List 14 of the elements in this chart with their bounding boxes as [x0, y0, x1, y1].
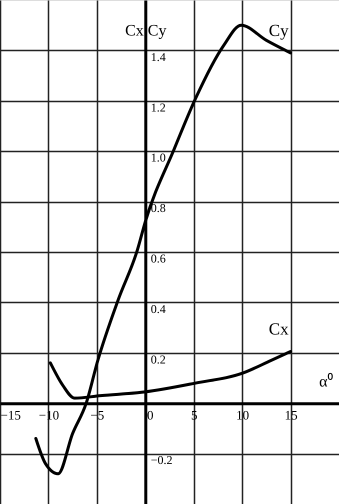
y-tick-label: 0.2	[150, 352, 166, 366]
y-tick-label: 0.4	[150, 302, 166, 316]
y-tick-label: 0.8	[150, 201, 166, 216]
y-tick-label: −0.2	[150, 453, 173, 468]
x-axis-title: α⁰	[319, 372, 334, 391]
y-tick-label: 0.6	[150, 252, 166, 266]
x-tick-label: −15	[0, 408, 21, 423]
series-label: Cx	[268, 320, 290, 339]
y-tick-label: 1.4	[150, 50, 166, 64]
y-tick-label: 1.0	[150, 150, 166, 165]
y-tick-label: 1.2	[150, 100, 166, 114]
y-axis-title: Cx Cy	[125, 22, 166, 40]
series-label: Cy	[268, 20, 290, 40]
x-tick-label: 0	[147, 408, 154, 423]
